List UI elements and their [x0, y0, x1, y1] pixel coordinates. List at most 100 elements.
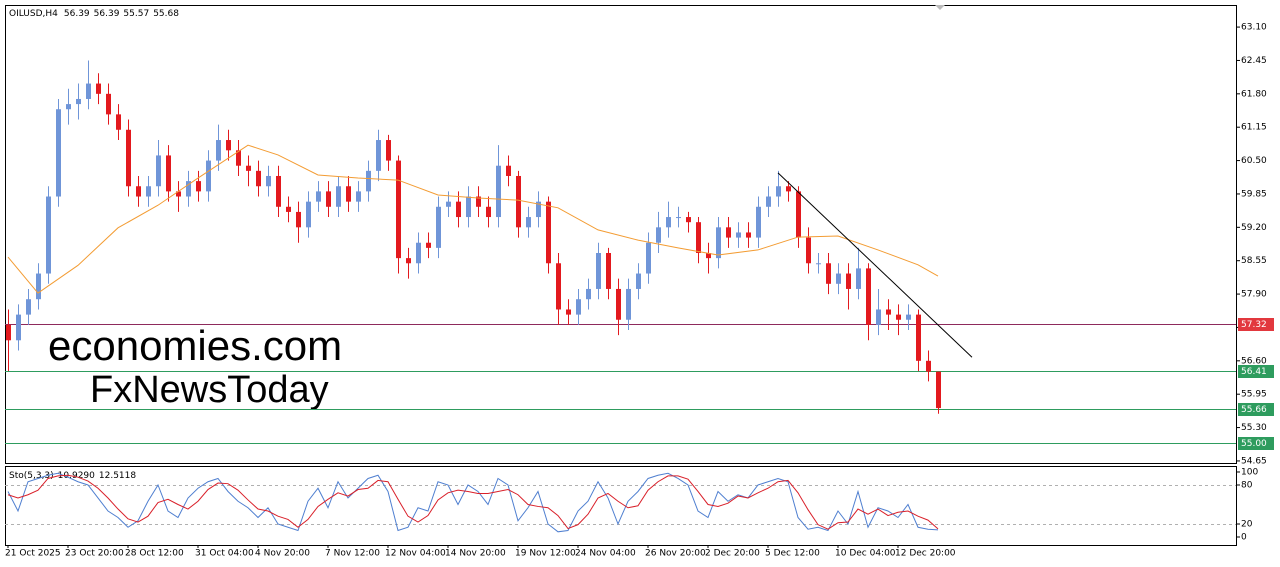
- trendline: [777, 172, 973, 358]
- candle-body: [376, 140, 381, 171]
- x-tick-label: 23 Oct 20:00: [65, 549, 124, 559]
- candle-body: [586, 288, 591, 300]
- candle-body: [636, 273, 641, 289]
- candle-body: [116, 114, 121, 130]
- x-tick-label: 12 Nov 04:00: [385, 549, 446, 559]
- level-label-bg: [1238, 403, 1274, 416]
- candle-body: [266, 175, 271, 187]
- level-label-bg: [1238, 365, 1274, 378]
- y-tick-label: 63.10: [1241, 23, 1267, 33]
- candle-body: [756, 206, 761, 238]
- main-value: 10.9290: [58, 471, 95, 481]
- y-tick-label: 59.20: [1241, 223, 1267, 233]
- x-tick-label: 10 Dec 04:00: [835, 549, 896, 559]
- candle-body: [826, 263, 831, 284]
- candle-body: [26, 299, 31, 315]
- main-panel-frame: [5, 5, 1237, 464]
- candle-body: [766, 196, 771, 207]
- candle-body: [176, 191, 181, 197]
- candle-body: [836, 273, 841, 284]
- x-tick-label: 14 Nov 20:00: [445, 549, 506, 559]
- shift-marker: [935, 5, 945, 10]
- candle-body: [906, 314, 911, 320]
- candle-body: [6, 324, 11, 341]
- candle-body: [686, 217, 691, 223]
- candle-body: [436, 206, 441, 248]
- candle-body: [776, 186, 781, 197]
- candle-body: [196, 181, 201, 192]
- x-tick-label: 12 Dec 20:00: [895, 549, 956, 559]
- candle-body: [786, 186, 791, 192]
- candle-body: [866, 268, 871, 325]
- candle-body: [676, 217, 681, 219]
- candle-body: [306, 201, 311, 228]
- candle-body: [406, 258, 411, 264]
- level-label: 55.00: [1241, 439, 1267, 449]
- y-tick-label: 61.80: [1241, 89, 1267, 99]
- candle-body: [806, 237, 811, 264]
- candle-body: [226, 140, 231, 151]
- y-tick-label: 60.50: [1241, 156, 1267, 166]
- candle-body: [476, 196, 481, 207]
- candle-body: [76, 98, 81, 105]
- candle-body: [166, 155, 171, 192]
- stoch-y-tick-label: 20: [1241, 519, 1253, 529]
- candle-body: [286, 206, 291, 212]
- candle-body: [726, 227, 731, 238]
- chart-header: OILUSD,H4 56.39 56.39 55.57 55.68: [9, 9, 179, 19]
- candle-body: [146, 186, 151, 197]
- candle-body: [556, 263, 561, 310]
- x-tick-label: 19 Nov 12:00: [515, 549, 576, 559]
- candle-body: [126, 129, 131, 187]
- candle-body: [396, 160, 401, 259]
- y-tick-label: 54.65: [1241, 456, 1267, 466]
- candle-body: [86, 83, 91, 99]
- y-tick-label: 56.60: [1241, 356, 1267, 366]
- stochastic-main: [7, 472, 939, 533]
- x-tick-label: 31 Oct 04:00: [195, 549, 254, 559]
- candle-body: [486, 206, 491, 218]
- candle-body: [236, 150, 241, 166]
- candle-body: [326, 191, 331, 207]
- candle-body: [896, 314, 901, 320]
- stochastic-panel-frame: [5, 466, 1237, 546]
- candle-body: [816, 263, 821, 265]
- candle-body: [846, 273, 851, 289]
- candle-body: [706, 252, 711, 259]
- x-tick-label: 26 Nov 20:00: [645, 549, 706, 559]
- stochastic-signal: [7, 474, 939, 530]
- candle-body: [56, 109, 61, 197]
- candle-body: [136, 186, 141, 197]
- candle-body: [106, 93, 111, 115]
- candle-body: [356, 191, 361, 202]
- y-tick-label: 55.95: [1241, 390, 1267, 400]
- candle-body: [386, 140, 391, 161]
- level-label: 57.32: [1241, 320, 1267, 330]
- candle-body: [156, 155, 161, 187]
- candle-body: [296, 211, 301, 228]
- header-close: 55.68: [153, 9, 179, 19]
- candle-body: [716, 227, 721, 259]
- candle-body: [696, 222, 701, 253]
- y-tick-label: 61.15: [1241, 123, 1267, 133]
- candle-body: [886, 309, 891, 315]
- y-tick-label: 62.45: [1241, 56, 1267, 66]
- candle-body: [666, 217, 671, 228]
- candle-body: [926, 360, 931, 372]
- candle-body: [596, 252, 601, 289]
- candle-body: [876, 309, 881, 325]
- x-tick-label: 28 Oct 12:00: [125, 549, 184, 559]
- x-tick-label: 4 Nov 20:00: [255, 549, 310, 559]
- candle-body: [496, 165, 501, 218]
- candle-body: [646, 242, 651, 274]
- header-low: 55.57: [123, 9, 149, 19]
- candle-body: [96, 83, 101, 94]
- candle-body: [446, 201, 451, 207]
- header-high: 56.39: [94, 9, 120, 19]
- candle-body: [566, 309, 571, 315]
- candle-body: [16, 314, 21, 341]
- moving-average: [7, 144, 939, 294]
- signal-value: 12.5118: [99, 471, 136, 481]
